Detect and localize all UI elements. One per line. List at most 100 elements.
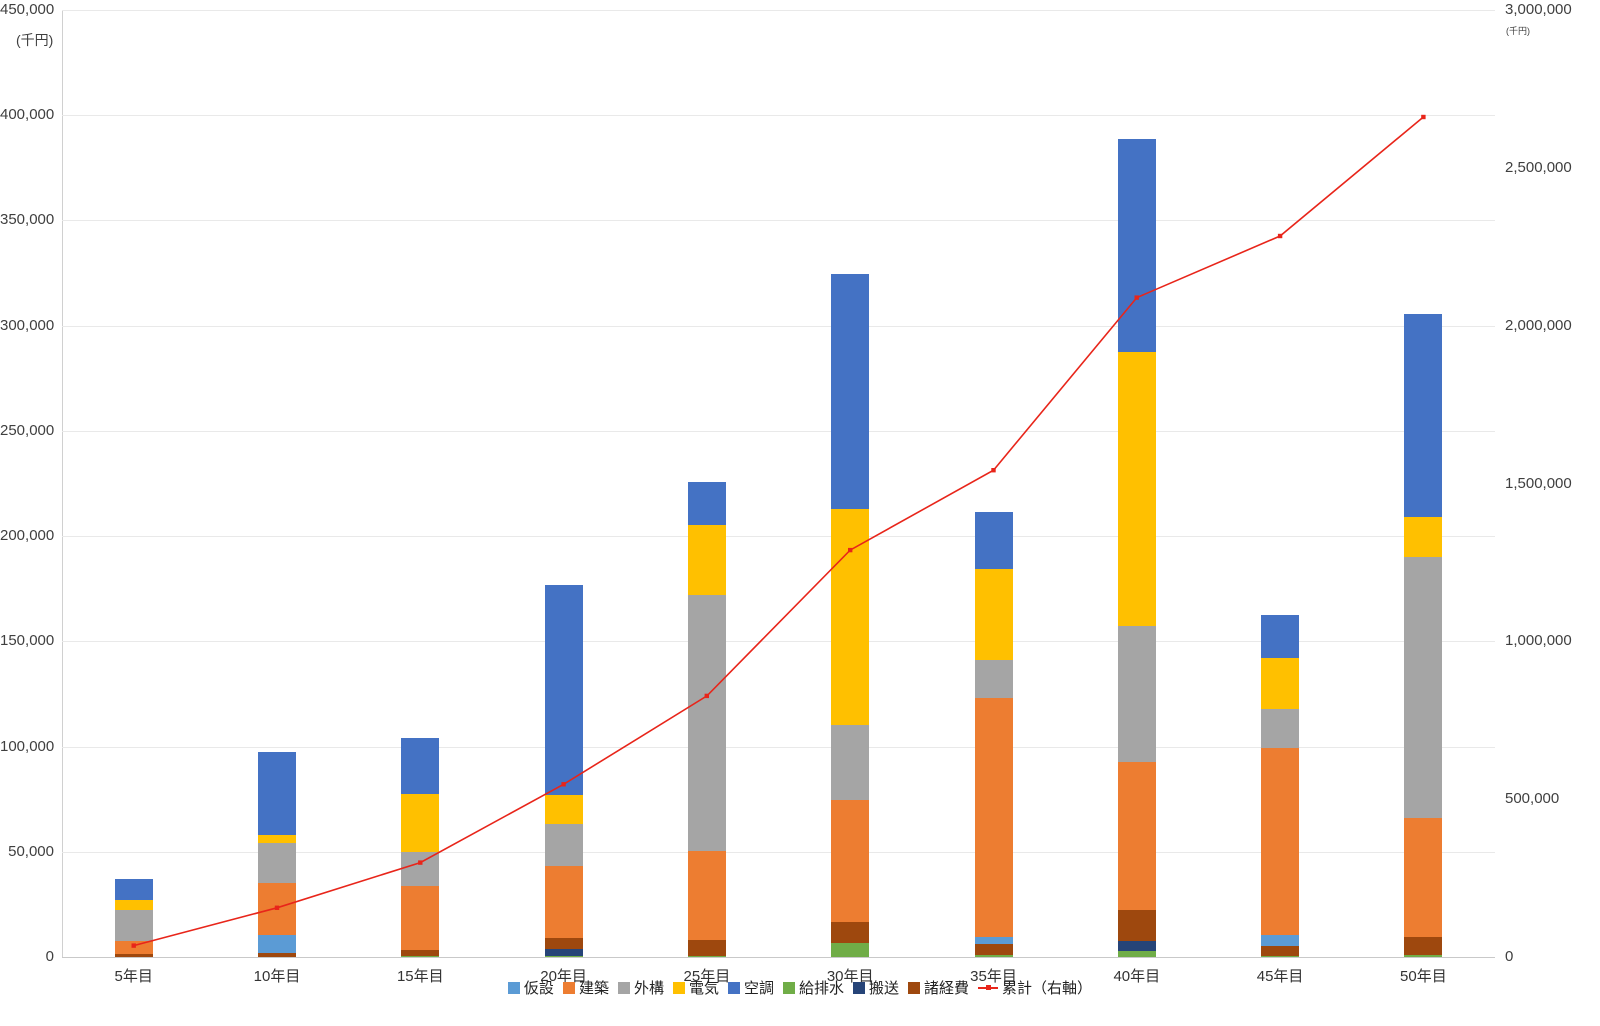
bar-segment [258,752,296,836]
grid-line [62,220,1495,222]
bar-segment [544,795,583,825]
y-axis-tick-label: 150,000 [0,632,55,650]
grid-line [62,957,1495,958]
legend-label: 外構 [633,980,664,997]
bar-segment [687,524,726,596]
bar-segment [544,955,583,957]
x-axis-category-label: 40年目 [1113,968,1161,985]
legend-label: 給排水 [799,980,845,997]
x-axis-category-label: 30年目 [826,968,874,985]
bar-segment [831,274,870,509]
cumulative-line-marker [704,693,709,699]
cumulative-line-layer [131,114,1426,948]
legend-swatch [617,981,630,994]
bar-segment [687,481,726,525]
x-axis-category-label: 50年目 [1400,968,1447,985]
cumulative-line-marker [848,547,853,553]
bar-segment [1261,615,1300,659]
y-axis-right-tick-label: 2,500,000 [1505,158,1572,176]
x-axis-category-label: 20年目 [540,968,587,985]
cumulative-line-marker [418,860,423,865]
bar-segment [544,948,583,956]
y-axis-tick-label: 300,000 [0,316,55,334]
bar-segment [974,511,1013,570]
y-axis-tick-label: 200,000 [0,527,55,545]
legend-item: 電気 [672,977,719,998]
y-axis-right-tick-label: 2,000,000 [1505,316,1572,334]
legend-swatch [672,981,685,994]
legend-item: 諸経費 [908,977,969,998]
bar-segment [1261,709,1300,748]
bar-segment [974,697,1013,937]
bar-segment [258,835,296,844]
bar-segment [544,824,583,866]
cumulative-line [133,116,1424,947]
legend-label: 空調 [743,980,774,997]
plot-area [62,10,1495,958]
bar-segment [974,569,1013,660]
bar-segment [831,725,870,800]
legend-label: 仮設 [523,980,554,997]
cumulative-line-marker [991,468,996,473]
y-axis-tick-label: 400,000 [0,106,55,124]
bar-segment [1404,817,1443,938]
bar-segment [258,843,296,883]
x-axis-category-label: 45年目 [1256,968,1304,985]
x-axis-category-label: 25年目 [683,968,731,985]
y-axis-right-tick-label: 0 [1505,948,1514,965]
legend-swatch [853,981,866,994]
y-axis-tick-label: 250,000 [0,421,55,439]
legend-line-swatch [978,982,999,994]
bar-segment [401,793,440,853]
bar-segment [974,659,1013,698]
bar-segment [1261,658,1300,710]
bar-segment [544,865,583,939]
legend-item: 仮設 [507,977,554,998]
grid-line [62,746,1495,748]
bar-segment [1261,747,1300,936]
right-axis-title: (千円) [1506,26,1530,36]
legend-item: 搬送 [853,977,899,998]
bar-segment [1404,516,1443,557]
x-axis-category-label: 35年目 [970,968,1017,985]
legend-swatch [783,981,795,994]
legend-swatch [507,981,520,994]
bar-segment [831,921,870,944]
legend-swatch [562,981,575,994]
bar-segment [1117,139,1156,352]
y-axis-tick-label: 450,000 [0,1,55,18]
bar-segment [544,584,583,796]
cumulative-line-marker [131,943,136,948]
x-axis-category-label: 15年目 [396,968,444,985]
cumulative-line-marker [274,905,280,910]
bar-segment [687,850,726,941]
legend-item: 累計（右軸） [978,977,1092,998]
legend-item: 建築 [562,977,609,998]
legend-item: 空調 [727,977,774,998]
bar-segment [114,953,153,957]
bar-segment [401,949,440,956]
y-axis-right-tick-label: 3,000,000 [1505,1,1572,18]
cumulative-line-marker [1134,295,1139,300]
legend-label: 搬送 [869,980,900,997]
grid-line [62,10,1495,11]
bar-segment [1117,626,1156,762]
bar-segment [114,909,153,942]
bar-segment [1404,954,1443,957]
grid-line [62,325,1495,327]
legend-label: 電気 [688,980,719,997]
bar-segment [1117,351,1156,627]
cumulative-line-marker [561,782,566,787]
y-axis-tick-label: 100,000 [0,737,55,755]
grid-line [62,430,1495,432]
bar-segment [1117,761,1156,910]
bar-segment [1404,313,1443,517]
legend-item: 給排水 [783,977,844,998]
bar-segment [1261,955,1300,957]
grid-line [62,115,1495,117]
legend-label: 累計（右軸） [1002,980,1093,997]
left-axis-title: (千円) [16,32,54,48]
bar-segment [114,878,153,901]
y-axis-right-tick-label: 500,000 [1505,790,1560,808]
